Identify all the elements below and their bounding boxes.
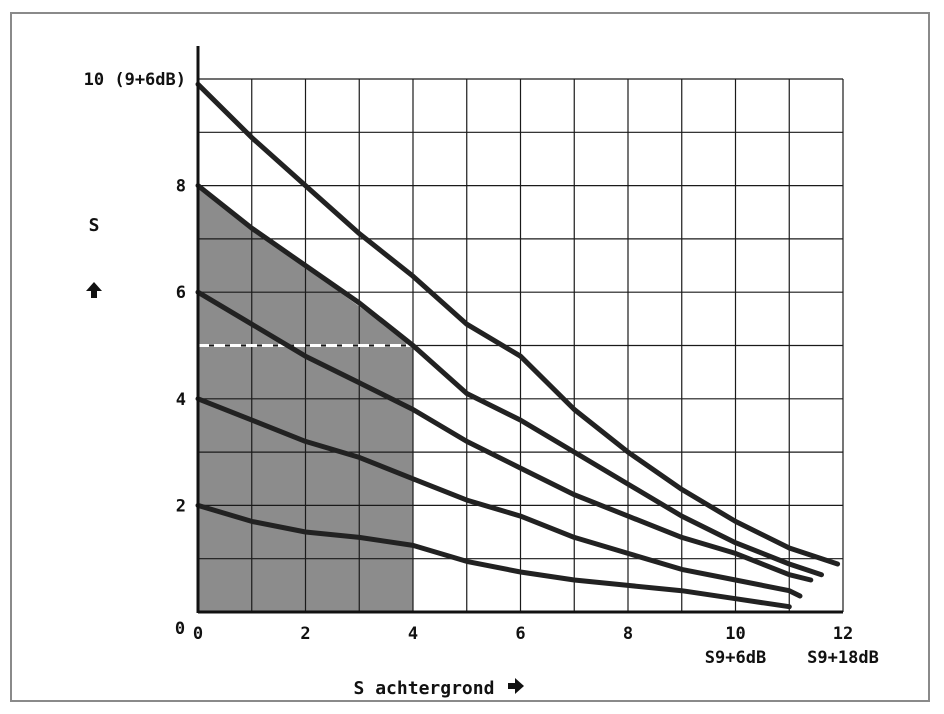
y-tick-label: 8 [176,177,186,197]
grid-layer [198,78,844,612]
y-axis-arrow-icon [86,282,102,298]
tick-label-layer: 0 2 4 6 8 10 12 0 2 4 6 8 10 (9+6dB) S9+6dB S9+18dB [84,70,879,668]
chart-frame: 0 2 4 6 8 10 12 0 2 4 6 8 10 (9+6dB) S9+6dB S9+18dB S … [10,12,930,702]
axes-layer [196,46,843,614]
y-tick-label: 4 [176,390,186,410]
x-tick-label: 8 [623,624,633,644]
y-axis-label: S [89,215,100,236]
x-axis-arrow-icon [508,678,524,694]
x-sub-label: S9+18dB [807,648,879,668]
series-line-1 [195,81,841,567]
x-tick-label: 4 [408,624,418,644]
x-tick-label: 6 [515,624,525,644]
origin-tick-label: 0 [175,619,185,639]
series-line-5 [195,502,792,610]
y-tick-label: 10 (9+6dB) [84,70,186,90]
x-tick-label: 0 [193,624,203,644]
x-tick-label: 10 [725,624,745,644]
series-line-4 [195,396,803,599]
x-tick-label: 12 [833,624,853,644]
x-axis-label: S achtergrond [354,678,495,699]
series-line-2 [195,183,824,578]
series-line-3 [195,289,814,583]
y-tick-label: 2 [176,496,186,516]
y-tick-label: 6 [176,283,186,303]
x-tick-label: 2 [300,624,310,644]
series-layer [195,81,841,610]
chart-svg: 0 2 4 6 8 10 12 0 2 4 6 8 10 (9+6dB) S9+6dB S9+18dB S … [84,46,879,699]
x-sub-label: S9+6dB [705,648,766,668]
